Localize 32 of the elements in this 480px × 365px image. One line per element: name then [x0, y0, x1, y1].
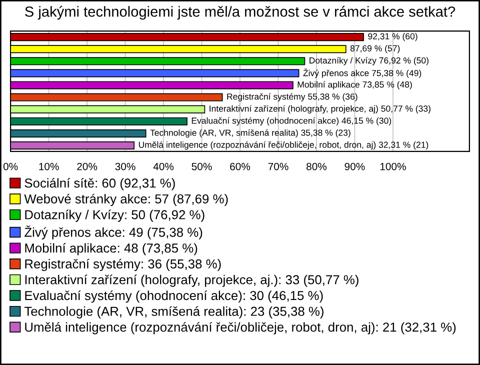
x-tick-label: 90%	[344, 162, 365, 170]
legend-label: Registrační systémy: 36 (55,38 %)	[25, 258, 221, 272]
legend-label: Webové stránky akce: 57 (87,69 %)	[24, 194, 228, 206]
legend-label: Umělá inteligence (rozpoznávání řeči/obličeje, robot, dron, aj): 21 (32,31 %)	[25, 322, 456, 334]
x-tick-label: 40%	[153, 162, 174, 170]
data-label: Registrační systémy 55,38 % (36)	[227, 93, 358, 102]
data-label: 92,31 % (60)	[368, 32, 418, 42]
legend-label: Evaluační systémy (ohodnocení akce): 30 (46,15 %)	[25, 290, 323, 303]
legend-label: Interaktivní zařízení (holografy, projekce, aj.): 33 (50,77 %)	[25, 274, 358, 287]
data-label: Mobilní aplikace 73,85 % (48)	[298, 81, 412, 90]
legend-label: Sociální sítě: 60 (92,31 %)	[24, 178, 175, 190]
x-tick-label: 10%	[39, 162, 59, 170]
legend-label: Živý přenos akce: 49 (75,38 %)	[24, 225, 202, 240]
x-tick-label: 20%	[77, 162, 98, 170]
x-tick-label: 50%	[192, 162, 212, 170]
data-label: 87,69 % (57)	[350, 45, 400, 54]
legend-label: Dotazníky / Kvízy: 50 (76,92 %)	[25, 210, 204, 222]
data-label: Interaktivní zařízení (holografy, projekce, aj) 50,77 % (33)	[210, 105, 430, 114]
data-label: Technologie (AR, VR, smíšená realita) 35,38 % (23)	[150, 129, 350, 138]
x-tick-label: 60%	[230, 162, 250, 170]
chart-title: S jakými technologiemi jste měl/a možnost se v rámci akce setkat?	[25, 6, 456, 20]
legend-label: Mobilní aplikace: 48 (73,85 %)	[25, 243, 198, 256]
legend-label: Technologie (AR, VR, smíšená realita): 23 (35,38 %)	[24, 306, 324, 318]
x-tick-label: 70%	[268, 162, 288, 170]
data-label: Živý přenos akce 75,38 % (49)	[303, 68, 422, 78]
x-tick-label: 30%	[115, 162, 136, 170]
x-tick-label: 0%	[3, 162, 18, 170]
x-tick-label: 80%	[306, 162, 327, 170]
x-tick-label: 100%	[380, 162, 406, 170]
data-label: Dotazníky / Kvízy 76,92 % (50)	[310, 57, 428, 66]
data-label: Umělá inteligence (rozpoznávání řeči/obličeje, robot, dron, aj) 32,31 % (21)	[138, 141, 428, 150]
data-label: Evaluační systémy (ohodnocení akce) 46,15 % (30)	[192, 117, 392, 126]
